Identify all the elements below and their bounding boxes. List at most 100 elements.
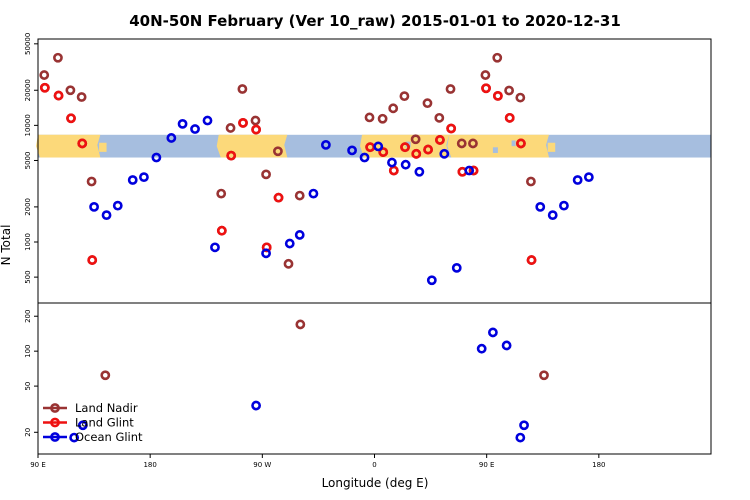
data-point: [504, 112, 515, 123]
data-point: [39, 82, 50, 93]
data-point: [216, 225, 227, 236]
land-america: [216, 134, 288, 158]
data-point: [504, 85, 514, 96]
y-tick-label: 500: [24, 270, 32, 283]
data-point: [456, 138, 467, 149]
y-tick-label: 200: [24, 310, 32, 323]
data-point: [283, 258, 294, 269]
data-point: [294, 190, 305, 201]
upper-panel-frame: [37, 38, 712, 304]
data-point: [202, 115, 213, 126]
series-land-nadir: [39, 52, 549, 381]
data-point: [492, 90, 503, 101]
y-tick-label: 5000: [24, 152, 32, 170]
data-point: [422, 98, 433, 109]
data-point: [294, 230, 305, 240]
data-point: [177, 118, 188, 129]
data-point: [539, 370, 549, 381]
data-point: [435, 135, 445, 145]
data-point: [476, 343, 487, 354]
data-point: [399, 91, 410, 102]
x-axis: 90 E 180 90 W 0 90 E 180: [30, 454, 606, 469]
data-point: [526, 176, 536, 187]
data-point: [535, 201, 546, 212]
data-point: [388, 103, 399, 114]
water-body-1: [337, 146, 344, 152]
data-point: [225, 123, 236, 133]
data-point: [261, 169, 271, 180]
data-point: [411, 148, 422, 159]
data-point: [53, 52, 63, 63]
data-point: [166, 133, 177, 143]
data-point: [66, 113, 76, 124]
y-tick-label: 10000: [24, 114, 32, 136]
y-tick-label: 50000: [24, 33, 32, 55]
data-point: [39, 70, 50, 80]
data-point: [583, 172, 594, 183]
data-point: [76, 92, 87, 102]
data-point: [216, 188, 227, 199]
data-point: [519, 420, 529, 431]
data-point: [127, 175, 138, 185]
data-point: [250, 115, 261, 126]
data-point: [308, 188, 319, 199]
data-point: [388, 165, 399, 176]
water-body-3: [492, 147, 498, 153]
data-point: [69, 432, 80, 443]
x-tick-label: 180: [592, 461, 605, 469]
data-point: [359, 152, 370, 163]
data-point: [446, 123, 457, 134]
legend-marker-1: [50, 417, 60, 428]
y-tick-label: 20000: [24, 79, 32, 101]
legend-label: Ocean Glint: [75, 430, 143, 444]
data-point: [77, 420, 88, 431]
data-point: [77, 138, 88, 149]
data-point: [295, 319, 306, 330]
x-tick-label: 0: [372, 461, 376, 469]
data-point: [320, 139, 331, 150]
data-point: [547, 210, 558, 221]
water-body-0: [299, 139, 304, 146]
x-tick-label: 90 E: [479, 461, 495, 469]
data-point: [434, 112, 445, 123]
data-point: [139, 172, 149, 183]
legend-label: Land Glint: [75, 416, 134, 430]
data-point: [100, 370, 111, 381]
data-point: [273, 192, 284, 203]
data-point: [377, 113, 388, 124]
y-tick-label: 20: [24, 428, 32, 437]
x-axis-label: Longitude (deg E): [322, 476, 429, 490]
data-point: [284, 238, 295, 249]
data-point: [112, 200, 123, 211]
data-point: [190, 124, 200, 134]
data-point: [426, 275, 437, 286]
data-point: [87, 255, 98, 265]
data-point: [101, 210, 112, 221]
plot-frames: [37, 38, 712, 455]
data-point: [210, 242, 220, 253]
data-point: [238, 117, 248, 128]
data-point: [464, 165, 475, 176]
y-axis: 500 1000 2000 5000 10000 20000 50000 20 50 100 200: [24, 33, 38, 437]
data-point: [439, 148, 450, 159]
data-point: [89, 201, 99, 212]
data-point: [347, 145, 357, 156]
data-point: [515, 432, 526, 443]
data-point: [273, 146, 283, 157]
x-tick-label: 180: [143, 461, 156, 469]
data-point: [237, 84, 248, 94]
data-point: [515, 92, 526, 103]
data-point: [378, 147, 389, 157]
y-axis-label: N Total: [0, 225, 13, 266]
x-tick-label: 90 W: [253, 461, 271, 469]
data-point: [400, 142, 410, 153]
data-point: [501, 340, 512, 351]
data-point: [480, 70, 491, 80]
data-point: [481, 83, 491, 94]
land-japan-2: [547, 142, 556, 152]
data-point: [65, 85, 76, 96]
data-point: [526, 255, 537, 265]
y-tick-label: 100: [24, 344, 32, 357]
legend-label: Land Nadir: [75, 401, 138, 415]
